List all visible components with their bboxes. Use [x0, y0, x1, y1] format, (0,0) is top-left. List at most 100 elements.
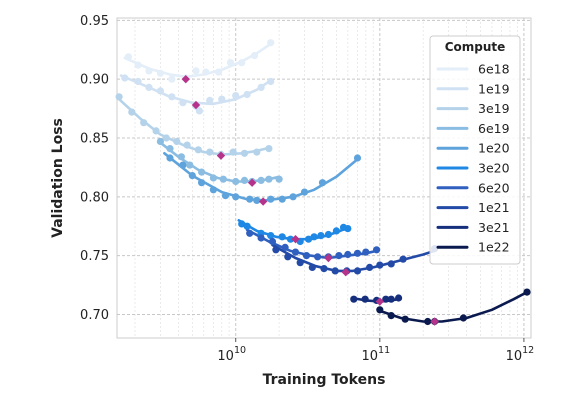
y-tick-label: 0.90 — [80, 73, 109, 88]
data-point-1e21 — [320, 265, 328, 273]
y-tick-label: 0.70 — [80, 308, 109, 323]
data-point-3e19 — [240, 149, 249, 157]
data-point-3e20 — [304, 235, 313, 243]
data-point-3e20 — [344, 225, 352, 233]
data-point-1e22 — [376, 306, 384, 314]
data-point-6e18 — [134, 61, 142, 69]
data-point-3e19 — [128, 108, 136, 116]
data-point-1e21 — [308, 263, 316, 271]
legend-label-6e20: 6e20 — [478, 180, 510, 195]
data-point-3e19 — [162, 134, 170, 142]
legend-label-3e21: 3e21 — [478, 220, 510, 235]
data-point-1e22 — [387, 312, 395, 320]
data-point-6e20 — [291, 248, 300, 256]
x-tick-label: 1010 — [217, 345, 246, 364]
y-tick-label: 0.80 — [80, 190, 109, 205]
data-point-6e18 — [192, 67, 200, 75]
data-point-3e21 — [350, 295, 358, 303]
optimum-marker-6e19 — [247, 178, 257, 187]
data-point-3e20 — [278, 233, 286, 241]
legend-label-1e20: 1e20 — [478, 141, 510, 156]
data-point-1e20 — [209, 186, 217, 194]
data-point-1e20 — [232, 193, 240, 201]
data-point-3e19 — [152, 127, 160, 135]
data-point-1e19 — [121, 74, 129, 82]
data-point-1e19 — [257, 83, 265, 91]
data-point-1e20 — [198, 179, 206, 187]
y-tick-label: 0.95 — [80, 14, 109, 29]
fit-curve-1e19 — [119, 74, 272, 106]
data-point-1e20 — [300, 188, 309, 196]
data-point-6e20 — [281, 243, 289, 251]
legend-label-6e19: 6e19 — [478, 121, 510, 136]
fit-curve-3e19 — [117, 97, 272, 156]
data-point-6e19 — [209, 174, 217, 182]
data-point-1e20 — [278, 195, 286, 203]
data-point-6e19 — [240, 176, 249, 184]
data-point-6e18 — [168, 75, 176, 83]
data-point-6e18 — [226, 59, 235, 67]
data-point-1e20 — [188, 172, 196, 180]
data-point-3e20 — [332, 227, 340, 235]
data-point-3e20 — [286, 235, 295, 243]
optimum-marker-3e21 — [375, 297, 385, 306]
data-point-6e20 — [268, 237, 277, 246]
data-point-6e18 — [214, 68, 223, 76]
data-point-3e19 — [183, 141, 191, 149]
data-point-6e20 — [362, 248, 370, 256]
data-point-1e21 — [399, 255, 407, 263]
data-point-1e19 — [134, 77, 142, 86]
data-point-1e21 — [353, 267, 362, 275]
data-point-6e19 — [275, 175, 283, 183]
data-point-6e18 — [267, 39, 275, 47]
legend: Compute 6e18 1e19 3e19 6e19 1e20 3e20 6e20 1e21… — [429, 35, 521, 265]
data-point-3e21 — [361, 295, 369, 303]
data-point-1e20 — [179, 161, 187, 169]
y-tick-label: 0.85 — [80, 132, 109, 147]
data-point-6e20 — [314, 253, 322, 261]
data-point-6e20 — [302, 252, 311, 260]
data-point-6e20 — [246, 229, 254, 237]
data-point-3e20 — [238, 220, 246, 228]
data-point-1e20 — [289, 193, 297, 201]
data-point-1e21 — [376, 261, 384, 269]
data-point-3e19 — [253, 148, 261, 156]
data-point-6e19 — [166, 145, 174, 153]
data-point-1e19 — [156, 87, 164, 95]
data-point-1e20 — [221, 192, 230, 200]
data-point-6e19 — [198, 168, 206, 176]
data-point-1e19 — [168, 93, 176, 101]
legend-label-6e18: 6e18 — [478, 62, 510, 77]
data-point-3e19 — [229, 148, 237, 156]
data-point-3e20 — [310, 233, 318, 241]
optimum-marker-6e18 — [181, 74, 190, 84]
x-axis-ticks: 1010 1011 1012 — [217, 338, 534, 364]
optimum-marker-3e19 — [216, 151, 226, 160]
data-point-3e19 — [173, 137, 181, 146]
data-point-6e19 — [156, 137, 164, 146]
y-axis-ticks: 0.70 0.75 0.80 0.85 0.90 0.95 — [80, 14, 109, 323]
data-point-6e19 — [219, 175, 227, 183]
data-point-1e19 — [218, 95, 226, 103]
data-point-6e18 — [202, 68, 210, 76]
optimum-markers — [181, 74, 439, 326]
data-point-6e20 — [373, 246, 381, 254]
data-point-1e20 — [318, 179, 327, 187]
data-point-6e19 — [257, 176, 265, 184]
data-point-3e20 — [243, 222, 251, 230]
data-point-6e20 — [257, 234, 265, 242]
data-point-3e20 — [267, 232, 275, 240]
legend-label-1e19: 1e19 — [478, 81, 510, 96]
y-axis-label: Validation Loss — [50, 118, 66, 238]
data-point-1e21 — [387, 260, 395, 268]
data-point-6e18 — [250, 52, 259, 60]
data-point-1e22 — [424, 317, 432, 326]
data-point-6e19 — [177, 153, 185, 161]
optimum-marker-1e21 — [341, 267, 350, 277]
data-point-3e19 — [194, 146, 202, 154]
optimum-marker-1e19 — [191, 100, 201, 110]
x-tick-label: 1011 — [361, 345, 390, 364]
data-point-1e20 — [253, 196, 261, 204]
legend-label-3e20: 3e20 — [478, 161, 510, 176]
